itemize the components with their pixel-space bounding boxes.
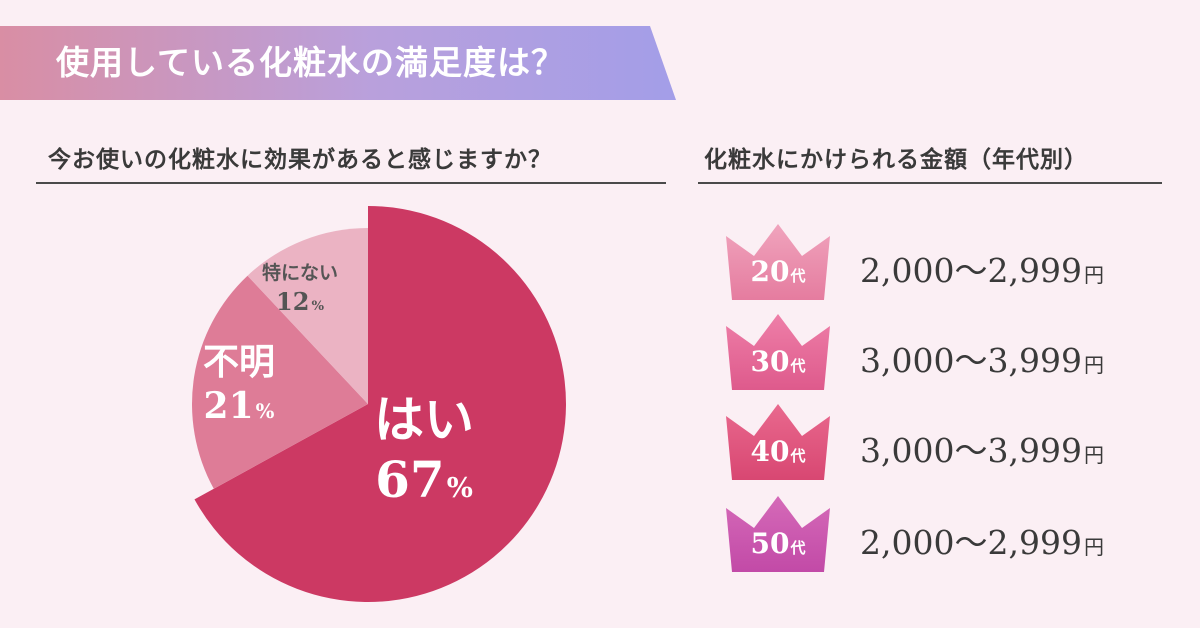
amount-range-20s: 2,000〜2,999 (860, 251, 1082, 290)
crown-icon (726, 496, 830, 572)
budget-table-title: 化粧水にかけられる金額（年代別） (698, 138, 1162, 184)
amount-range-30s: 3,000〜3,999 (860, 341, 1082, 380)
currency-unit: 円 (1083, 263, 1104, 287)
crown-icon (726, 224, 830, 300)
age-40s: 40 (750, 435, 790, 468)
title-banner (0, 26, 676, 100)
age-unit: 代 (790, 357, 806, 375)
amount-30s: 3,000〜3,999 円 (860, 338, 1104, 384)
pie-label-yes-percent: 67% (374, 450, 474, 518)
budget-row-20s: 20代 2,000〜2,999 円 (724, 222, 1164, 302)
budget-row-40s: 40代 3,000〜3,999 円 (724, 402, 1164, 482)
crown-label-40s: 40代 (724, 432, 832, 476)
crown-label-30s: 30代 (724, 342, 832, 386)
budget-row-30s: 30代 3,000〜3,999 円 (724, 312, 1164, 392)
crown-icon (726, 314, 830, 390)
percent-unit: % (446, 472, 473, 504)
age-unit: 代 (790, 447, 806, 465)
percent-unit: % (255, 399, 275, 423)
pie-label-yes: はい 67% (374, 390, 474, 518)
crown-badge-50s: 50代 (724, 494, 832, 574)
pie-value-none: 12 (276, 287, 310, 316)
budget-row-50s: 50代 2,000〜2,999 円 (724, 494, 1164, 574)
pie-value-unknown: 21 (203, 385, 254, 427)
pie-value-yes: 67 (375, 450, 445, 509)
amount-20s: 2,000〜2,999 円 (860, 248, 1104, 294)
pie-label-unknown-percent: 21% (203, 384, 275, 433)
amount-40s: 3,000〜3,999 円 (860, 428, 1104, 474)
page-title: 使用している化粧水の満足度は？ (56, 43, 566, 82)
amount-range-50s: 2,000〜2,999 (860, 523, 1082, 562)
crown-label-50s: 50代 (724, 524, 832, 568)
currency-unit: 円 (1083, 353, 1104, 377)
pie-slice-none (247, 228, 368, 404)
currency-unit: 円 (1083, 535, 1104, 559)
pie-label-none-name: 特にない (262, 262, 339, 284)
pie-slice-yes (194, 206, 566, 602)
pie-slice-unknown (191, 275, 368, 489)
age-30s: 30 (750, 345, 790, 378)
amount-50s: 2,000〜2,999 円 (860, 520, 1104, 566)
currency-unit: 円 (1083, 443, 1104, 467)
crown-icon (726, 404, 830, 480)
percent-unit: % (311, 299, 324, 314)
crown-label-20s: 20代 (724, 252, 832, 296)
age-unit: 代 (790, 267, 806, 285)
pie-label-none-percent: 12% (262, 286, 338, 323)
satisfaction-pie-chart (170, 206, 566, 602)
amount-range-40s: 3,000〜3,999 (860, 431, 1082, 470)
pie-label-yes-name: はい (374, 390, 474, 449)
pie-label-unknown: 不明 21% (203, 340, 275, 433)
pie-label-unknown-name: 不明 (203, 341, 276, 383)
age-20s: 20 (750, 255, 790, 288)
crown-badge-30s: 30代 (724, 312, 832, 392)
pie-svg (191, 206, 566, 602)
age-50s: 50 (750, 527, 790, 560)
crown-badge-40s: 40代 (724, 402, 832, 482)
pie-label-none: 特にない 12% (262, 260, 338, 323)
pie-chart-title: 今お使いの化粧水に効果があると感じますか？ (36, 138, 666, 184)
crown-badge-20s: 20代 (724, 222, 832, 302)
age-unit: 代 (790, 539, 806, 557)
